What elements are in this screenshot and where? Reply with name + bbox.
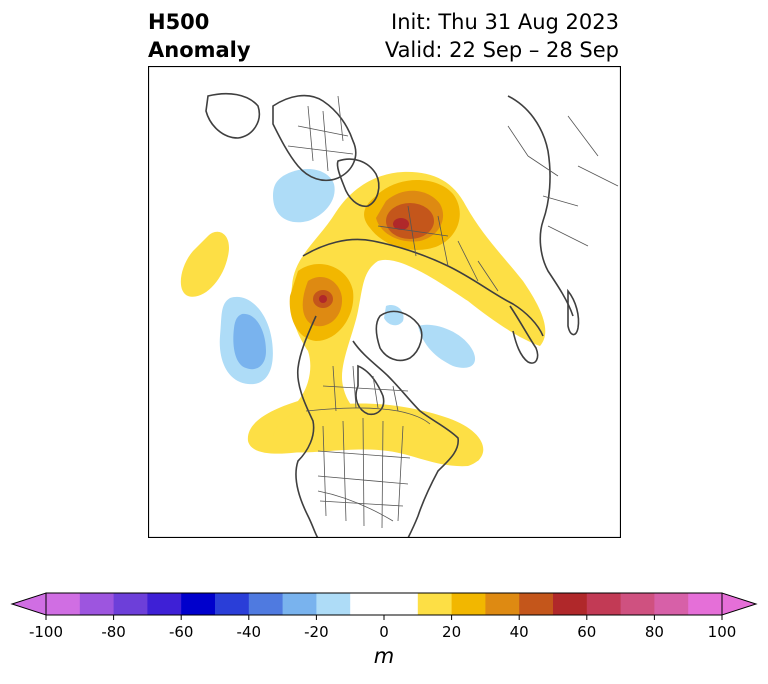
colorbar-segment [181, 593, 216, 615]
colorbar-extend-high [721, 592, 758, 616]
colorbar-segment [485, 593, 520, 615]
colorbar-tick-label: 20 [442, 623, 461, 641]
positive-anomaly-pacific [180, 231, 229, 297]
colorbar-segment [519, 593, 554, 615]
borders-canada-provinces [322, 365, 409, 412]
borders-us-states [317, 417, 411, 529]
colorbar-segment [451, 593, 486, 615]
coastline-kamchatka [509, 305, 539, 364]
init-date: Init: Thu 31 Aug 2023 [391, 10, 619, 34]
colorbar-tick-label: -80 [101, 623, 126, 641]
colorbar-tick-label: -20 [304, 623, 329, 641]
colorbar-segment [316, 593, 351, 615]
colorbar-tick-label: 60 [577, 623, 596, 641]
coastline-north-america-east [352, 340, 459, 538]
colorbar-segment [113, 593, 148, 615]
negative-anomaly-europe [273, 169, 335, 223]
anomaly-peak-alaska [319, 295, 327, 303]
negative-anomaly-pacific-core [233, 313, 266, 370]
colorbar-tick-label: -100 [29, 623, 63, 641]
coastline-north-america-west [295, 315, 319, 538]
anomaly-map [148, 66, 621, 538]
borders-europe [287, 95, 354, 172]
map-title-right: Init: Thu 31 Aug 2023 Valid: 22 Sep – 28… [385, 8, 619, 64]
colorbar-segment [350, 593, 419, 615]
colorbar-segment [79, 593, 114, 615]
borders-russia [377, 205, 499, 292]
valid-period: Valid: 22 Sep – 28 Sep [384, 38, 619, 62]
anomaly-peak-siberia [393, 218, 409, 230]
colorbar-tick-label: 0 [379, 623, 389, 641]
colorbar-segment [417, 593, 452, 615]
negative-anomaly-greenland [384, 305, 404, 326]
coastline-asia-east [507, 95, 574, 317]
map-title-left: H500 Anomaly [148, 8, 251, 64]
coastline-africa-north [205, 92, 260, 139]
colorbar-ticks: -100 -80 -60 -40 -20 0 20 40 60 80 100 [29, 615, 736, 641]
colorbar-tick-label: -60 [169, 623, 194, 641]
coastline-greenland [375, 310, 423, 362]
map-background [148, 66, 621, 538]
anomaly-fill-layer [180, 169, 546, 467]
borders-asia [507, 115, 619, 247]
colorbar-segment [147, 593, 182, 615]
coastline-scandinavia [336, 158, 380, 208]
title-variable: H500 [148, 10, 210, 34]
coastline-europe [272, 94, 357, 182]
positive-anomaly-band [247, 171, 546, 461]
colorbar-segment [586, 593, 621, 615]
colorbar-segment [215, 593, 250, 615]
colorbar-segment [688, 593, 723, 615]
title-field: Anomaly [148, 38, 251, 62]
colorbar-unit-label: m [373, 644, 395, 668]
colorbar-segment [248, 593, 283, 615]
colorbar-body [10, 592, 758, 616]
colorbar-segment [46, 593, 81, 615]
colorbar-tick-label: 80 [645, 623, 664, 641]
colorbar-segment [553, 593, 588, 615]
colorbar-segment [620, 593, 655, 615]
map-frame [148, 66, 621, 538]
negative-anomaly-arctic [418, 324, 476, 368]
colorbar-tick-label: 100 [708, 623, 737, 641]
colorbar: -100 -80 -60 -40 -20 0 20 40 60 80 100 [10, 592, 758, 641]
colorbar-segment [654, 593, 689, 615]
colorbar-tick-label: -40 [237, 623, 262, 641]
colorbar-extend-low [10, 592, 47, 616]
colorbar-tick-label: 40 [510, 623, 529, 641]
political-borders [287, 95, 619, 529]
coastline-japan [567, 288, 580, 336]
colorbar-segment [282, 593, 317, 615]
